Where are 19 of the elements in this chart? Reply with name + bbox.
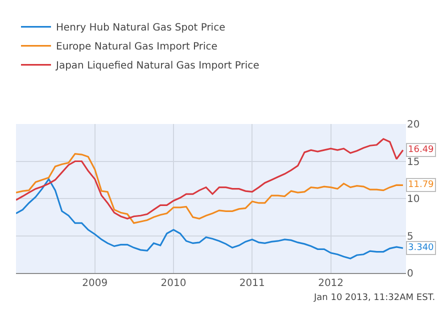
y-tick-label: 0	[407, 268, 414, 280]
line-series	[16, 153, 404, 224]
text: Jan 10 2013, 11:32AM EST.	[313, 293, 436, 303]
x-tick-label: 2009	[82, 278, 108, 289]
data-label: 16.49	[408, 145, 434, 155]
y-tick-label: 10	[407, 194, 420, 205]
legend-label: Henry Hub Natural Gas Spot Price	[56, 22, 226, 34]
line-series	[16, 178, 404, 260]
x-tick-label: 2012	[318, 278, 344, 289]
y-tick-label: 5	[407, 231, 414, 242]
y-tick-label: 20	[407, 120, 420, 130]
x-tick-label: 2010	[160, 278, 186, 289]
x-tick-label: 2011	[239, 278, 265, 289]
legend-label: Europe Natural Gas Import Price	[56, 42, 218, 53]
y-tick-label: 15	[407, 156, 420, 168]
line-series	[16, 138, 404, 220]
data-label: 11.79	[408, 180, 434, 190]
data-label: 3.340	[408, 243, 434, 253]
legend-label: Japan Liquefied Natural Gas Import Price	[55, 60, 260, 72]
